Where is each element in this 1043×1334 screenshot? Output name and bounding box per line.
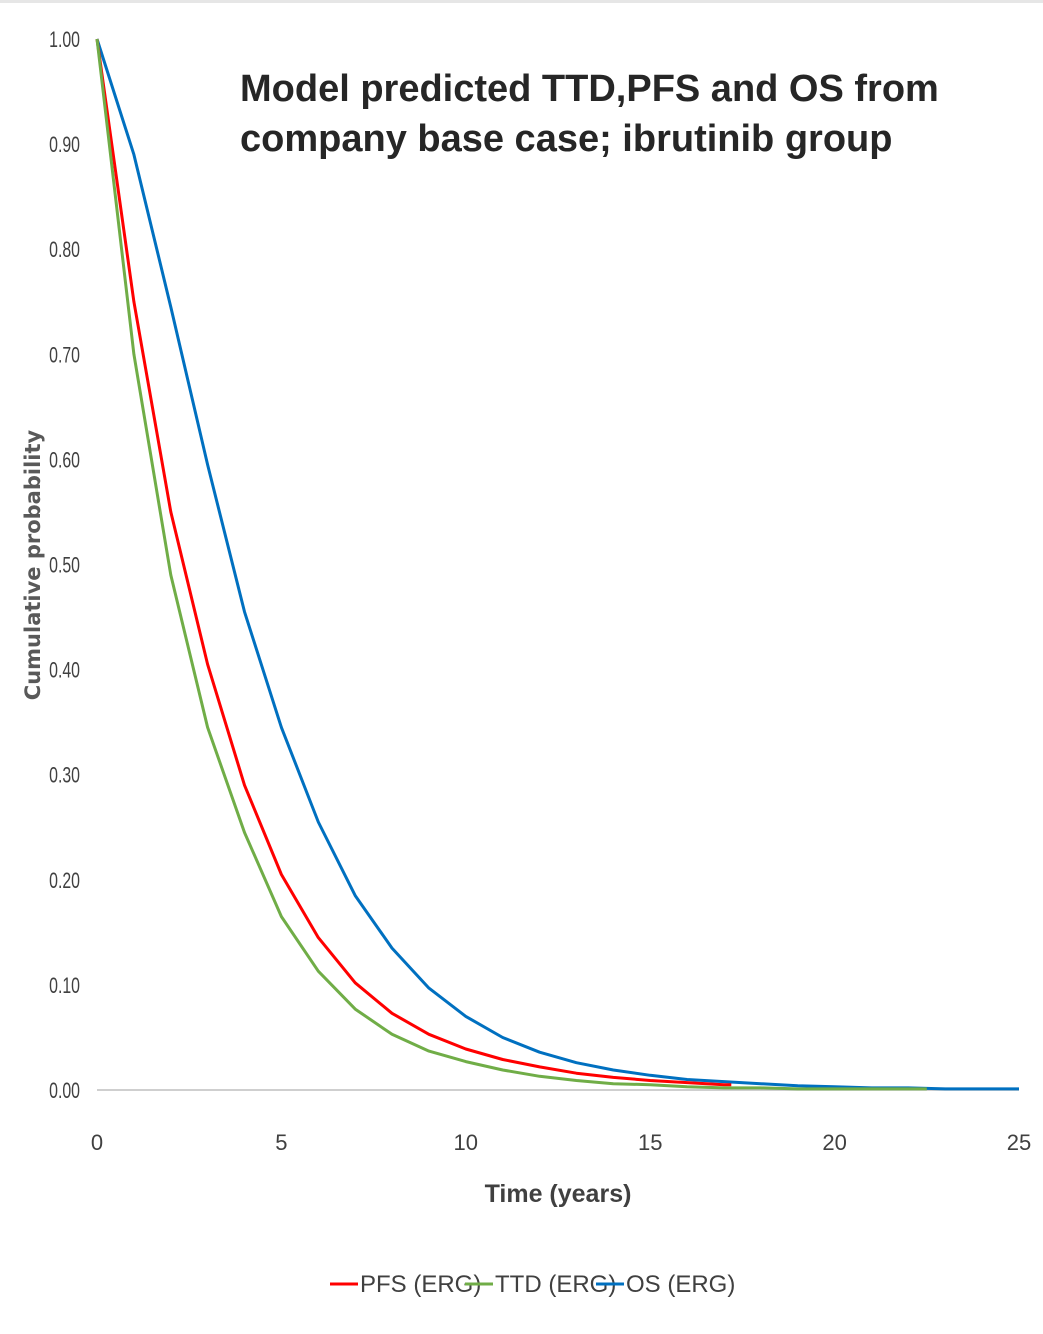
- x-tick-label: 0: [91, 1130, 103, 1155]
- y-tick-label: 0.30: [49, 764, 80, 788]
- top-border: [0, 0, 1043, 3]
- legend-item-os: OS (ERG): [596, 1271, 735, 1298]
- legend-label: PFS (ERG): [360, 1271, 481, 1298]
- legend-item-ttd: TTD (ERG): [465, 1271, 616, 1298]
- series-line-pfs: [95, 38, 732, 1087]
- y-tick-label: 0.10: [49, 975, 80, 999]
- series-line-os: [95, 38, 1019, 1091]
- series-lines: [95, 38, 1019, 1091]
- x-tick-label: 15: [638, 1130, 662, 1155]
- y-tick-label: 0.60: [49, 449, 80, 473]
- y-tick-label: 0.80: [49, 239, 80, 263]
- y-tick-label: 1.00: [49, 29, 80, 53]
- y-tick-label: 0.50: [49, 554, 80, 578]
- chart-title-line-2: company base case; ibrutinib group: [240, 118, 892, 160]
- y-tick-label: 0.70: [49, 344, 80, 368]
- y-axis-label: Cumulative probability: [21, 429, 45, 700]
- x-tick-label: 25: [1007, 1130, 1031, 1155]
- y-tick-label: 0.40: [49, 659, 80, 683]
- x-tick-label: 10: [454, 1130, 478, 1155]
- y-tick-label: 0.90: [49, 134, 80, 158]
- x-tick-label: 5: [275, 1130, 287, 1155]
- chart-title-line-1: Model predicted TTD,PFS and OS from: [240, 68, 939, 110]
- y-tick-label: 0.00: [49, 1080, 80, 1104]
- y-tick-label: 0.20: [49, 869, 80, 893]
- series-line-ttd: [95, 38, 927, 1091]
- x-axis-label: Time (years): [485, 1180, 632, 1208]
- legend-label: OS (ERG): [626, 1271, 735, 1298]
- legend: PFS (ERG) TTD (ERG) OS (ERG): [330, 1271, 735, 1298]
- axes-group: 0.00 0.10 0.20 0.30 0.40 0.50 0.60 0.70 0.80 0.90…: [49, 29, 1031, 1155]
- legend-item-pfs: PFS (ERG): [330, 1271, 481, 1298]
- x-tick-label: 20: [822, 1130, 846, 1155]
- chart-title: Model predicted TTD,PFS and OS from comp…: [240, 68, 939, 160]
